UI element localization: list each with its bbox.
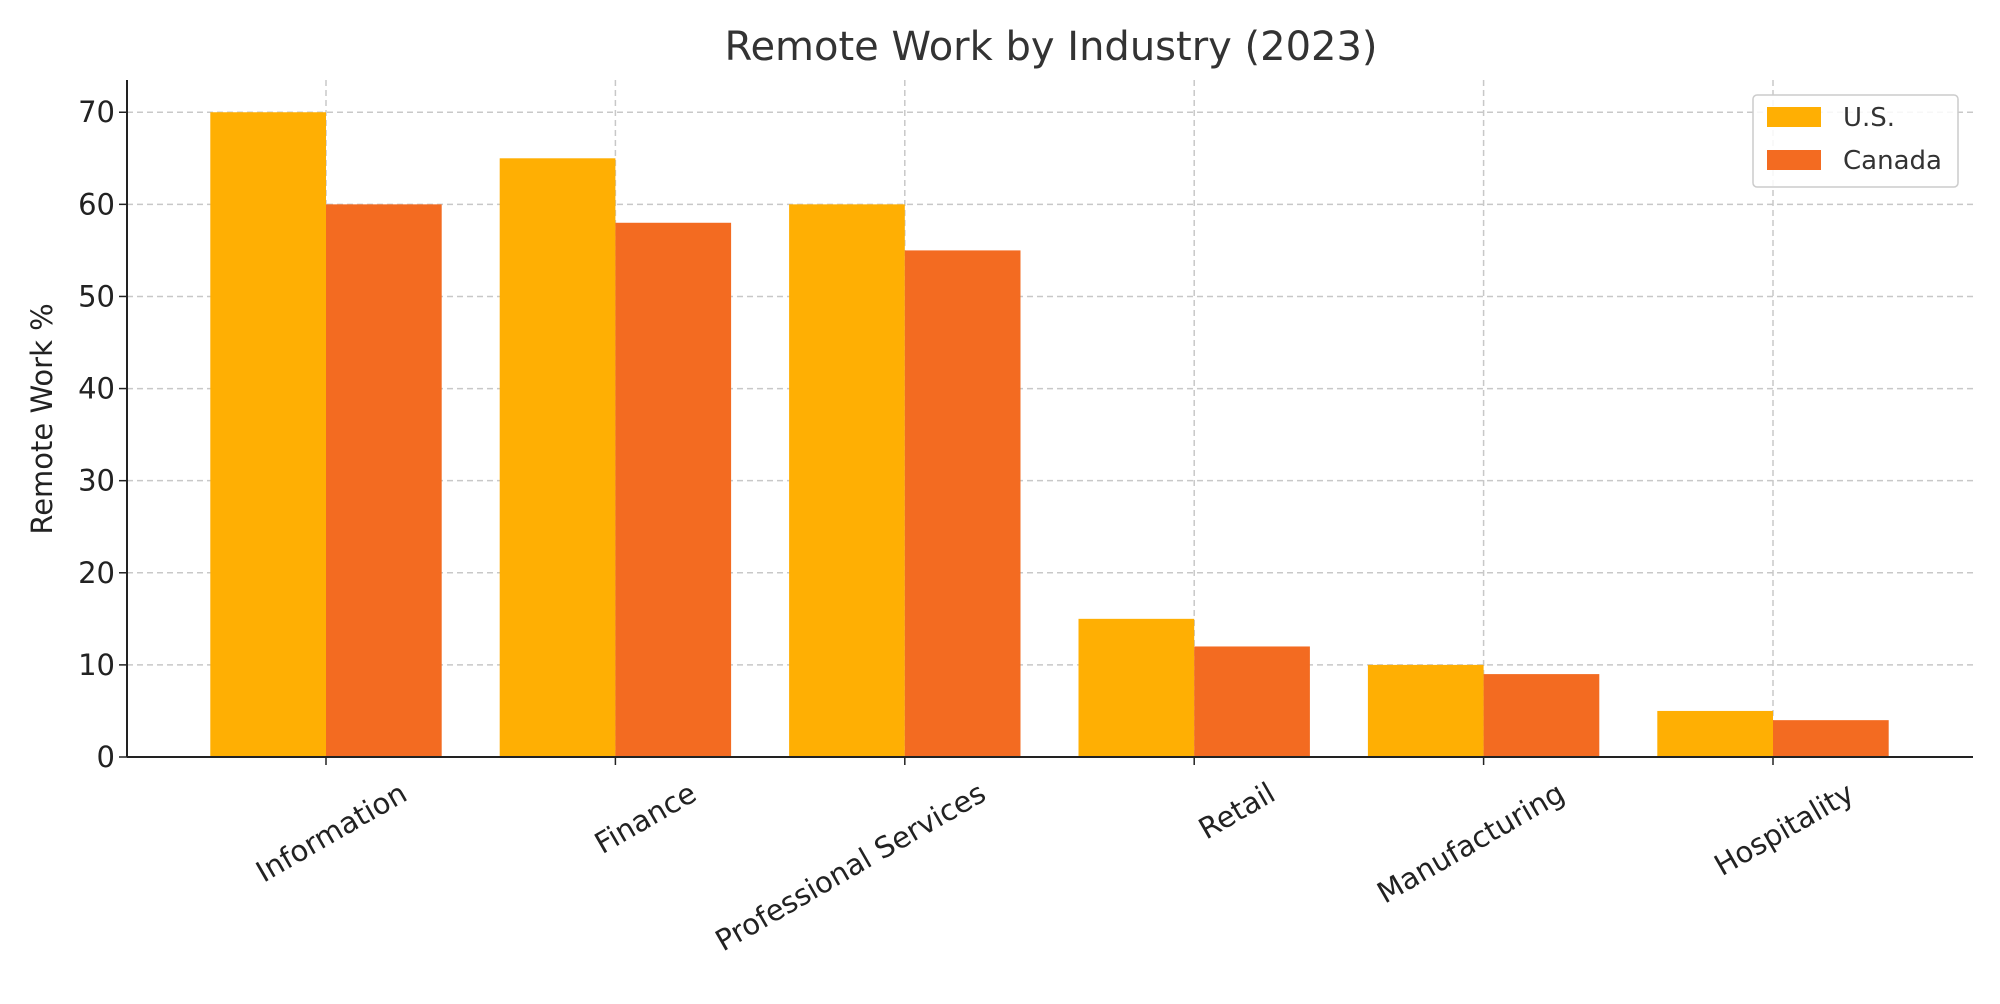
bar-u-s-retail (1078, 618, 1195, 757)
bar-canada-professional-services (904, 250, 1021, 757)
legend: U.S. Canada (1752, 94, 1959, 188)
bar-u-s-finance (499, 158, 616, 758)
bar-canada-finance (615, 222, 732, 758)
bar-canada-hospitality (1773, 720, 1889, 757)
x-tick-label: Retail (1193, 776, 1281, 846)
x-tick-label: Finance (589, 776, 702, 861)
legend-label-us: U.S. (1843, 103, 1895, 133)
y-tick-label: 20 (78, 556, 115, 590)
y-tick-label: 10 (78, 648, 115, 682)
y-tick-label: 40 (78, 372, 115, 406)
bar-u-s-professional-services (789, 204, 905, 758)
legend-label-canada: Canada (1843, 146, 1942, 176)
bar-canada-information (326, 204, 442, 758)
x-tick-label: Manufacturing (1371, 776, 1570, 910)
y-ticks: 0 10 20 30 40 50 60 70 (78, 95, 127, 774)
y-tick-label: 60 (78, 187, 115, 221)
bars (210, 112, 1889, 758)
y-tick-label: 50 (78, 279, 115, 313)
bar-canada-manufacturing (1483, 674, 1600, 757)
bar-u-s-hospitality (1657, 710, 1773, 757)
y-axis-label: Remote Work % (25, 303, 59, 534)
axes (126, 80, 1973, 758)
x-tick-label: Hospitality (1708, 776, 1859, 883)
chart-title: Remote Work by Industry (2023) (724, 24, 1377, 70)
y-tick-label: 30 (78, 464, 115, 498)
x-tick-label: Information (250, 776, 412, 889)
bar-u-s-information (210, 112, 326, 757)
bar-canada-retail (1194, 646, 1310, 757)
legend-swatch-canada (1767, 150, 1821, 170)
y-tick-label: 70 (78, 95, 115, 129)
y-tick-label: 0 (97, 740, 115, 774)
x-ticks: Information Finance Professional Services R… (250, 757, 1860, 958)
bar-u-s-manufacturing (1367, 664, 1484, 757)
x-tick-label: Professional Services (709, 776, 991, 958)
legend-swatch-us (1767, 107, 1821, 127)
